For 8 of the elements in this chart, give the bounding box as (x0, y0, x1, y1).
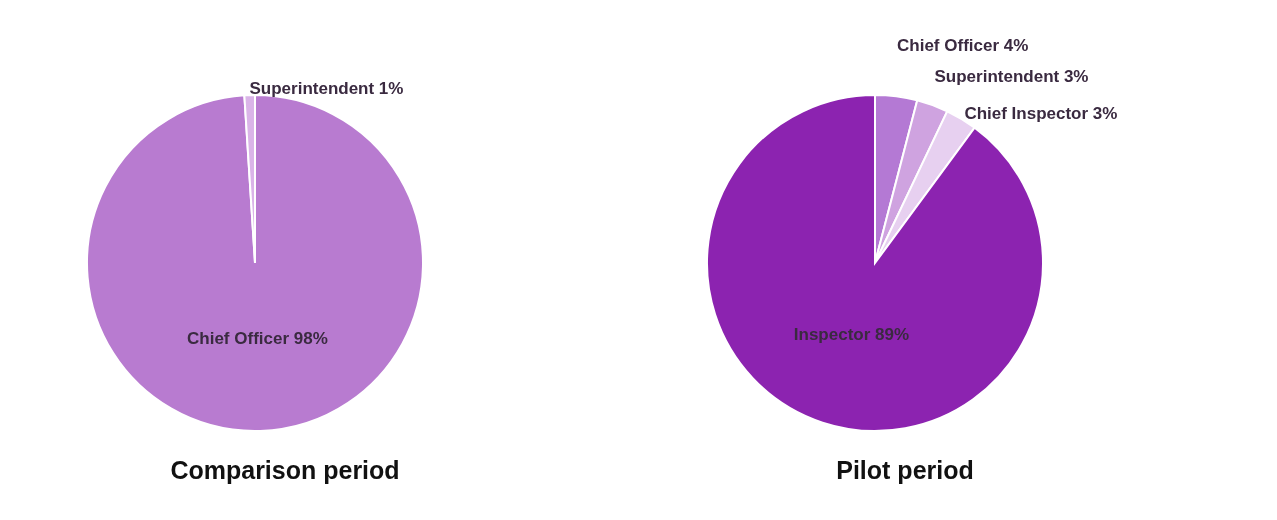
slice-label: Chief Officer 4% (897, 36, 1029, 56)
slice-label: Superintendent 1% (249, 79, 404, 99)
slice-label: Chief Inspector 3% (964, 103, 1118, 123)
slice-label: Chief Officer 98% (187, 328, 328, 348)
text: Pilot period (836, 456, 974, 484)
slice-label: Inspector 89% (793, 324, 910, 344)
slice-label: Superintendent 3% (934, 67, 1089, 87)
text: Comparison period (170, 456, 400, 484)
